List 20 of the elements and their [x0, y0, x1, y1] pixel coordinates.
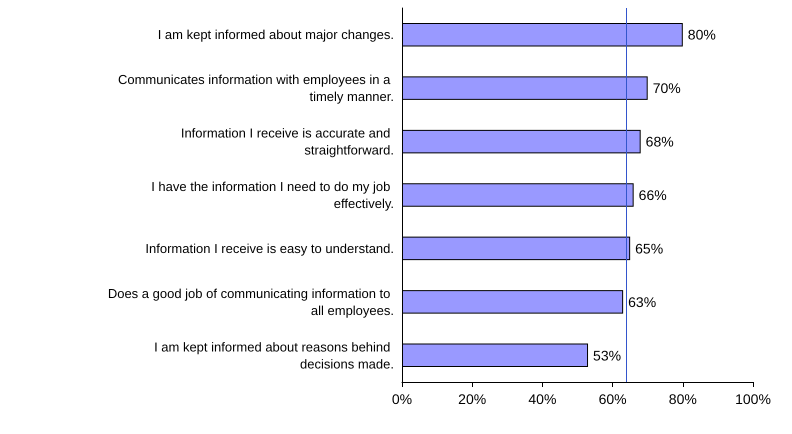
y-tick-label: Communicates information with employees in a timely manner.	[118, 72, 394, 104]
data-label: 65%	[635, 240, 664, 256]
data-label: 63%	[628, 294, 656, 310]
y-tick-label: Information I receive is accurate and straightforward.	[180, 126, 394, 158]
x-tick-label: 40%	[528, 391, 556, 407]
data-label: 80%	[688, 26, 716, 43]
data-label: 68%	[646, 134, 674, 150]
y-tick-label: I am kept informed about major changes.	[158, 27, 394, 42]
x-tick-label: 20%	[458, 391, 486, 407]
x-tick-label: 0%	[392, 391, 412, 407]
y-tick-label: Does a good job of communicating information to all employees.	[108, 286, 394, 318]
x-tick-label: 100%	[735, 391, 771, 407]
data-label: 53%	[593, 347, 622, 364]
y-tick-label: I am kept informed about reasons behind decisions made.	[154, 339, 394, 372]
x-tick-label: 60%	[598, 391, 627, 407]
data-label: 66%	[638, 187, 667, 203]
data-label: 70%	[652, 80, 681, 96]
y-tick-label: Information I receive is easy to understand.	[145, 240, 394, 256]
y-tick-label: I have the information I need to do my job effectively.	[151, 179, 394, 211]
x-tick-label: 80%	[668, 391, 697, 407]
